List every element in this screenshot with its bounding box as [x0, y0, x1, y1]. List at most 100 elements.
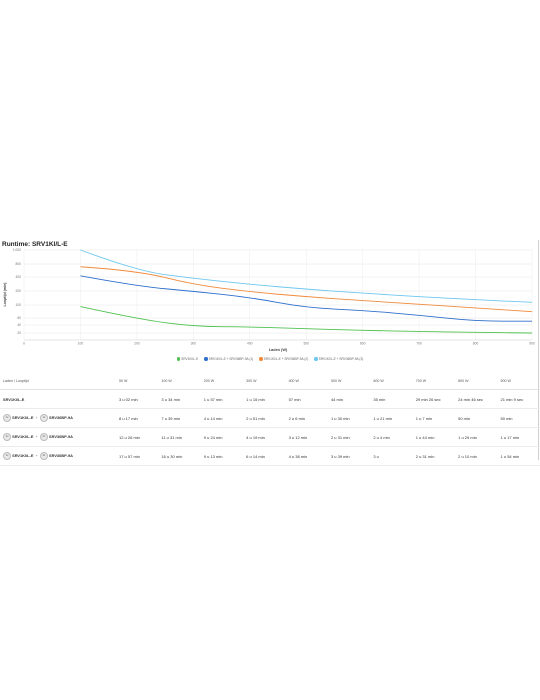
legend-item[interactable]: SRV1KI/L-E: [176, 357, 199, 361]
row-configuration: 1x SRV1KI/L-E + 2x SRV36BP-9A: [0, 427, 116, 447]
series-line-2: [80, 275, 532, 322]
runtime-cell: 35 min: [370, 389, 413, 409]
runtime-cell: 50 min: [455, 408, 498, 428]
table-row: SRV1KI/L-E 3 u 02 min 3 u 34 min 1 u 57 mi…: [0, 389, 540, 409]
table-header-row: Laden / Looptijd 50 W 100 W 200 W 300 W 400 W…: [0, 372, 540, 390]
table-row: 1x SRV1KI/L-E + 2x SRV36BP-9A 12 u 26 mi…: [0, 427, 540, 447]
runtime-cell: 8 u 17 min: [116, 408, 159, 428]
runtime-cell: 2 u 31 min: [412, 446, 456, 466]
table-header-cell: 600 W: [370, 372, 413, 390]
row-configuration: SRV1KI/L-E: [0, 389, 116, 409]
row-configuration: 1x SRV1KI/L-E + 1x SRV36BP-9A: [0, 408, 116, 428]
panel-border: [538, 240, 539, 460]
quantity-badge: 1x: [3, 433, 11, 441]
runtime-cell: 2 u 6 min: [285, 408, 328, 428]
runtime-cell: 1 u 44 min: [412, 427, 456, 447]
legend-label: SRV1KI/L-E + SRV36BP-9A (2): [263, 357, 309, 361]
runtime-cell: 3 u 34 min: [158, 389, 201, 409]
runtime-cell: 1 u 30 min: [327, 408, 371, 428]
product-name: SRV1KI/L-E: [12, 453, 34, 459]
runtime-table: Laden / Looptijd 50 W 100 W 200 W 300 W 400 W…: [0, 372, 540, 466]
runtime-cell: 7 u 39 min: [158, 408, 201, 428]
table-header-cell: 50 W: [116, 372, 159, 390]
runtime-cell: 2 u 10 min: [455, 446, 498, 466]
runtime-cell: 3 u: [370, 446, 413, 466]
y-tick-label: 400: [15, 275, 21, 279]
legend-item[interactable]: SRV1KI/L-E + SRV36BP-9A (3): [314, 357, 363, 361]
runtime-cell: 3 u 39 min: [327, 446, 371, 466]
quantity-badge: 3x: [39, 452, 48, 460]
x-tick-label: 200: [134, 342, 140, 346]
x-tick-label: 300: [191, 342, 197, 346]
plus-sign: +: [35, 415, 38, 421]
x-tick-label: 500: [303, 342, 309, 346]
runtime-cell: 1 u 57 min: [200, 389, 244, 409]
chart-title: Runtime: SRV1KI/L-E: [2, 241, 68, 248]
legend-label: SRV1KI/L-E + SRV36BP-9A (1): [208, 357, 254, 361]
product-name: SRV36BP-9A: [49, 415, 73, 421]
plus-sign: +: [35, 453, 38, 459]
y-tick-label: 20: [17, 331, 21, 335]
legend-item[interactable]: SRV1KI/L-E + SRV36BP-9A (2): [259, 357, 308, 361]
runtime-cell: 1 u 7 min: [412, 408, 456, 428]
table-header-cell: Laden / Looptijd: [0, 372, 116, 390]
row-configuration: 1x SRV1KI/L-E + 3x SRV36BP-9A: [0, 446, 116, 466]
runtime-cell: 9 u 13 min: [200, 446, 244, 466]
table-header-cell: 400 W: [285, 372, 328, 390]
runtime-cell: 21 min 9 sec: [497, 389, 540, 409]
table-header-cell: 700 W: [412, 372, 456, 390]
x-tick-label: 400: [247, 342, 253, 346]
runtime-chart: 20 40 60 100 200 400 800 1.000 0 100 200 300 400 500 6…: [3, 248, 535, 352]
product-name: SRV1KI/L-E: [3, 396, 25, 402]
table-header-cell: 300 W: [243, 372, 286, 390]
runtime-cell: 4 u 38 min: [285, 446, 328, 466]
runtime-cell: 57 min: [285, 389, 328, 409]
product-name: SRV1KI/L-E: [12, 434, 34, 440]
quantity-badge: 1x: [39, 414, 48, 422]
y-tick-label: 100: [15, 303, 21, 307]
runtime-cell: 1 u 29 min: [455, 427, 498, 447]
runtime-cell: 1 u 17 min: [497, 427, 540, 447]
runtime-cell: 6 u 14 min: [243, 446, 286, 466]
runtime-cell: 24 min 46 sec: [455, 389, 498, 409]
table-header-cell: 200 W: [200, 372, 244, 390]
table-header-cell: 500 W: [327, 372, 371, 390]
runtime-cell: 2 u 31 min: [327, 427, 371, 447]
runtime-cell: 4 u 19 min: [243, 427, 286, 447]
table-row: 1x SRV1KI/L-E + 3x SRV36BP-9A 17 u 57 mi…: [0, 446, 540, 466]
legend-item[interactable]: SRV1KI/L-E + SRV36BP-9A (1): [204, 357, 253, 361]
runtime-cell: 2 u 51 min: [243, 408, 286, 428]
y-axis-label: Looptijd (min): [3, 282, 7, 307]
runtime-cell: 2 u 4 min: [370, 427, 413, 447]
runtime-cell: 3 u 02 min: [116, 389, 159, 409]
x-tick-label: 800: [473, 342, 479, 346]
quantity-badge: 1x: [3, 414, 11, 422]
x-axis-label: Laden (W): [269, 348, 288, 352]
product-name: SRV36BP-9A: [49, 434, 73, 440]
product-name: SRV36BP-9A: [49, 453, 73, 459]
runtime-cell: 1 u 21 min: [370, 408, 413, 428]
table-row: 1x SRV1KI/L-E + 1x SRV36BP-9A 8 u 17 min…: [0, 408, 540, 428]
quantity-badge: 1x: [3, 452, 11, 460]
legend-label: SRV1KI/L-E: [181, 357, 199, 361]
runtime-cell: 1 u 54 min: [497, 446, 540, 466]
legend-swatch: [259, 357, 263, 361]
chart-legend: SRV1KI/L-E SRV1KI/L-E + SRV36BP-9A (1) SRV…: [0, 357, 540, 361]
x-tick-label: 100: [78, 342, 84, 346]
runtime-cell: 50 min: [497, 408, 540, 428]
y-tick-label: 40: [17, 323, 21, 327]
plus-sign: +: [35, 434, 38, 440]
series-line-4: [80, 249, 533, 303]
y-tick-label: 800: [15, 262, 21, 266]
y-tick-label: 60: [17, 316, 21, 320]
legend-swatch: [176, 357, 181, 361]
runtime-cell: 11 u 31 min: [158, 427, 201, 447]
runtime-cell: 4 u 14 min: [200, 408, 244, 428]
runtime-cell: 12 u 26 min: [116, 427, 159, 447]
x-tick-label: 700: [416, 342, 422, 346]
table-header-cell: 900 W: [497, 372, 540, 390]
runtime-cell: 29 min 26 sec: [412, 389, 456, 409]
quantity-badge: 2x: [39, 433, 48, 441]
x-tick-label: 600: [360, 342, 366, 346]
legend-label: SRV1KI/L-E + SRV36BP-9A (3): [318, 357, 364, 361]
